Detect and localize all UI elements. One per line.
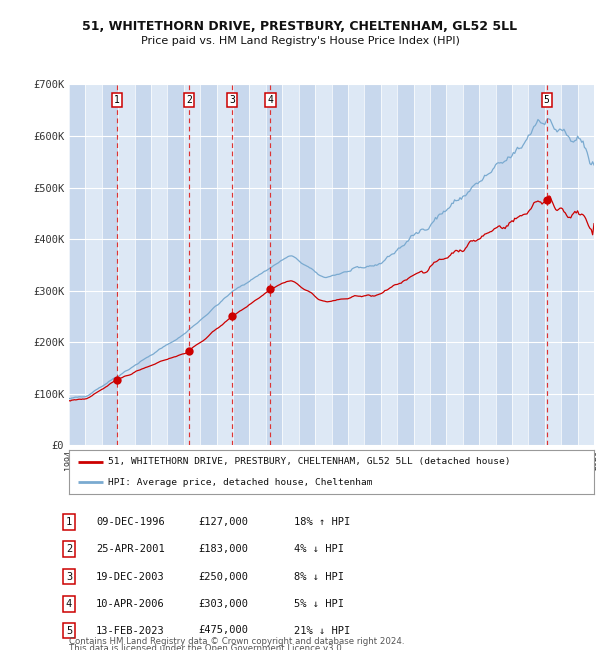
Text: 09-DEC-1996: 09-DEC-1996 bbox=[96, 517, 165, 527]
Bar bbox=[364, 84, 381, 445]
Bar bbox=[299, 84, 315, 445]
Text: 10-APR-2006: 10-APR-2006 bbox=[96, 599, 165, 609]
Bar bbox=[167, 84, 184, 445]
Text: £250,000: £250,000 bbox=[198, 571, 248, 582]
Text: £183,000: £183,000 bbox=[198, 544, 248, 554]
Text: 18% ↑ HPI: 18% ↑ HPI bbox=[294, 517, 350, 527]
Bar bbox=[200, 84, 217, 445]
Text: 3: 3 bbox=[229, 96, 235, 105]
Text: 4% ↓ HPI: 4% ↓ HPI bbox=[294, 544, 344, 554]
Text: £127,000: £127,000 bbox=[198, 517, 248, 527]
Text: This data is licensed under the Open Government Licence v3.0.: This data is licensed under the Open Gov… bbox=[69, 644, 344, 650]
Text: 1: 1 bbox=[114, 96, 120, 105]
Text: 51, WHITETHORN DRIVE, PRESTBURY, CHELTENHAM, GL52 5LL (detached house): 51, WHITETHORN DRIVE, PRESTBURY, CHELTEN… bbox=[109, 457, 511, 466]
Bar bbox=[397, 84, 413, 445]
Text: 4: 4 bbox=[268, 96, 274, 105]
Text: £303,000: £303,000 bbox=[198, 599, 248, 609]
Bar bbox=[266, 84, 282, 445]
Bar bbox=[102, 84, 118, 445]
Text: HPI: Average price, detached house, Cheltenham: HPI: Average price, detached house, Chel… bbox=[109, 478, 373, 487]
Text: 8% ↓ HPI: 8% ↓ HPI bbox=[294, 571, 344, 582]
Bar bbox=[69, 84, 85, 445]
Bar bbox=[134, 84, 151, 445]
Text: 2: 2 bbox=[186, 96, 192, 105]
Bar bbox=[331, 84, 348, 445]
Bar bbox=[430, 84, 446, 445]
Text: 5: 5 bbox=[66, 625, 72, 636]
Text: 51, WHITETHORN DRIVE, PRESTBURY, CHELTENHAM, GL52 5LL: 51, WHITETHORN DRIVE, PRESTBURY, CHELTEN… bbox=[82, 20, 518, 32]
Text: £475,000: £475,000 bbox=[198, 625, 248, 636]
Bar bbox=[496, 84, 512, 445]
Text: Price paid vs. HM Land Registry's House Price Index (HPI): Price paid vs. HM Land Registry's House … bbox=[140, 36, 460, 46]
Bar bbox=[529, 84, 545, 445]
Text: 5: 5 bbox=[544, 96, 550, 105]
Text: 25-APR-2001: 25-APR-2001 bbox=[96, 544, 165, 554]
Text: 2: 2 bbox=[66, 544, 72, 554]
Text: 13-FEB-2023: 13-FEB-2023 bbox=[96, 625, 165, 636]
Text: 19-DEC-2003: 19-DEC-2003 bbox=[96, 571, 165, 582]
Bar bbox=[561, 84, 578, 445]
Bar bbox=[463, 84, 479, 445]
Text: 21% ↓ HPI: 21% ↓ HPI bbox=[294, 625, 350, 636]
Text: Contains HM Land Registry data © Crown copyright and database right 2024.: Contains HM Land Registry data © Crown c… bbox=[69, 637, 404, 646]
Text: 5% ↓ HPI: 5% ↓ HPI bbox=[294, 599, 344, 609]
Text: 1: 1 bbox=[66, 517, 72, 527]
Bar bbox=[233, 84, 250, 445]
Text: 3: 3 bbox=[66, 571, 72, 582]
Text: 4: 4 bbox=[66, 599, 72, 609]
